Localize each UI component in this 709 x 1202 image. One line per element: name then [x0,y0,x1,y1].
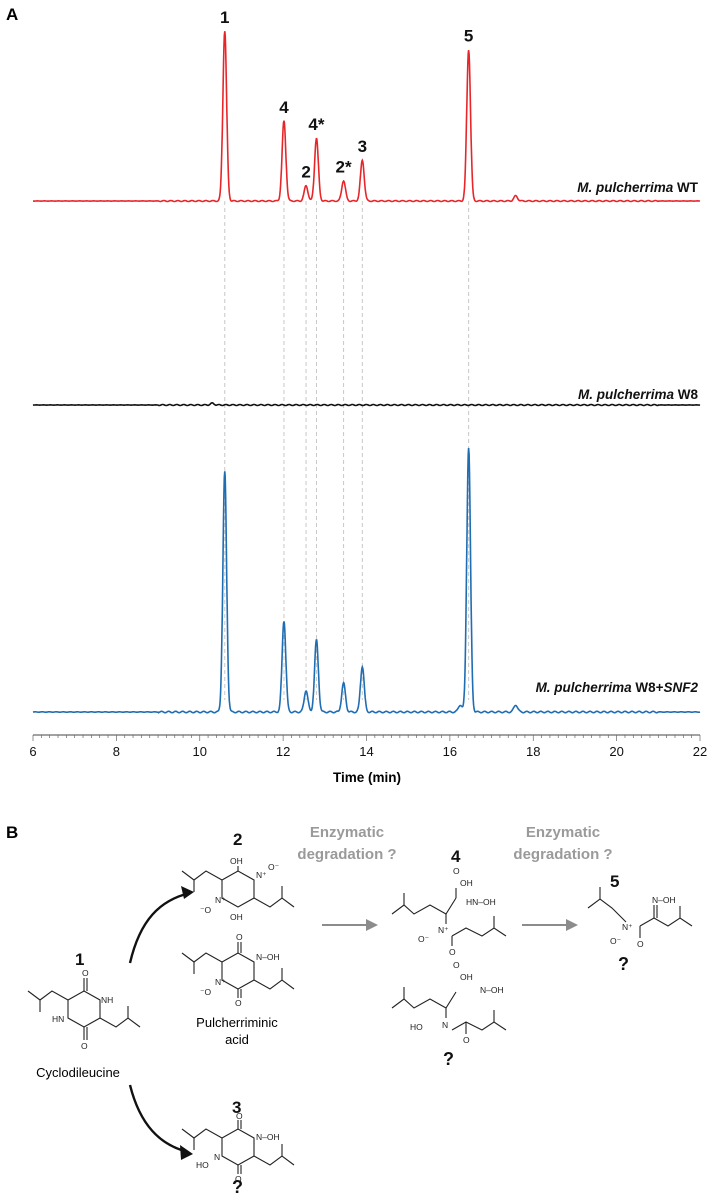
compound-4b-ho: HO [410,1022,423,1032]
x-tick-label: 22 [693,744,707,759]
compound-1-name: Cyclodileucine [36,1065,120,1080]
compound-4-o-bottom: O [449,947,456,957]
compound-2b-n-oh: N–OH [256,952,280,962]
compound-1-structure: 1 O O NH HN Cyclodileucine [27,950,141,1080]
compound-5-o-minus: O⁻ [610,936,622,946]
compound-4b-oh: OH [460,972,473,982]
x-tick-label: 12 [276,744,290,759]
arrow-2-to-4-head [366,919,378,931]
x-axis: 6 8 10 12 14 16 18 20 22 [29,734,707,759]
compound-3-n-left: N [214,1152,220,1162]
chromatogram-traces [32,31,701,714]
trace-wt [33,31,701,203]
compound-1-hn: HN [52,1014,64,1024]
peak-label: 1 [220,8,229,27]
peak-label: 4* [308,115,324,134]
step-1-label-line1: Enzymatic [310,824,384,841]
arrow-4-to-5-head [566,919,578,931]
compound-2-oh-top: OH [230,856,243,866]
x-tick-label: 6 [29,744,36,759]
peak-alignment-lines [224,201,470,700]
series-label: M. pulcherrima W8+SNF2 [536,680,699,695]
compound-1-nh: NH [101,995,113,1005]
x-axis-title: Time (min) [333,770,401,785]
compound-3-number: 3 [232,1098,241,1117]
compound-4-unknown-mark: ? [443,1049,454,1069]
step-1-label-line2: degradation ? [297,846,396,863]
compound-4-structure: 4 O OH HN–OH N⁺ O⁻ O O OH N–OH HO N [391,847,507,1069]
arrow-1-to-3 [128,1084,189,1154]
compound-1-oxygen-top: O [82,968,89,978]
panel-a-label: A [6,5,18,24]
peak-label: 4 [279,98,289,117]
compound-4-o-minus: O⁻ [418,934,430,944]
compound-4b-n-oh: N–OH [480,985,504,995]
reaction-scheme: B 1 O O NH HN Cyclodileucine 2 OH [6,823,693,1197]
compound-2-oh-bottom: OH [230,912,243,922]
x-tick-label: 10 [193,744,207,759]
arrow-1-to-3-head [180,1145,193,1160]
x-tick-label: 20 [609,744,623,759]
compound-2-structure: 2 OH N⁺ O⁻ ⁻O N⁺ OH O N–OH N⁺ ⁻O O [181,830,295,1047]
compound-2b-n-plus: N⁺ [215,977,226,987]
compound-2b-oxygen-top: O [236,932,243,942]
compound-3-n-oh-right: N–OH [256,1132,280,1142]
series-label: M. pulcherrima W8 [578,387,699,402]
compound-2b-oxygen-bottom: O [235,998,242,1008]
x-tick-label: 18 [526,744,540,759]
compound-3-unknown-mark: ? [232,1177,243,1197]
compound-5-oxygen: O [637,939,644,949]
arrow-1-to-2-head [181,886,194,899]
compound-2-o-minus-top: O⁻ [268,862,280,872]
x-tick-label: 14 [359,744,373,759]
peak-label: 2 [301,163,310,182]
compound-2b-minus-o: ⁻O [200,987,211,997]
step-2-label-line2: degradation ? [513,846,612,863]
arrow-1-to-2 [128,891,191,964]
step-2-label-line1: Enzymatic [526,824,600,841]
compound-4-o-top: O [453,866,460,876]
compound-3-ho-left: HO [196,1160,209,1170]
peak-label: 2* [336,158,352,177]
compound-3-oxygen-bottom: O [235,1174,242,1184]
compound-5-number: 5 [610,872,619,891]
compound-5-n-plus: N⁺ [622,922,633,932]
compound-3-structure: 3 O N–OH HO N O ? [181,1098,295,1197]
compound-2-n-plus-top: N⁺ [256,870,267,880]
compound-1-number: 1 [75,950,84,969]
compound-5-structure: 5 N⁺ O⁻ N–OH O ? [587,872,693,974]
compound-4b-o-bottom: O [463,1035,470,1045]
peak-labels: 1 4 2 4* 2* 3 5 [220,8,473,182]
series-labels: M. pulcherrima WT M. pulcherrima W8 M. pul… [536,180,699,695]
compound-4b-o-top: O [453,960,460,970]
compound-4-n-plus: N⁺ [438,925,449,935]
compound-2-number: 2 [233,830,242,849]
compound-4-oh: OH [460,878,473,888]
series-label: M. pulcherrima WT [577,180,699,195]
compound-5-n-oh: N–OH [652,895,676,905]
peak-label: 3 [358,137,367,156]
trace-w8 [32,402,701,407]
compound-2-name-line1: Pulcherriminic [196,1015,278,1030]
chromatogram-panel: A 1 4 2 4* 2* 3 5 M. pulcherrima WT M. pulcherr… [6,5,707,785]
compound-5-unknown-mark: ? [618,954,629,974]
x-tick-label: 8 [113,744,120,759]
compound-4-number: 4 [451,847,461,866]
reaction-scheme-panel: B 1 O O NH HN Cyclodileucine 2 OH [0,800,709,1197]
x-tick-label: 16 [443,744,457,759]
compound-1-oxygen-bottom: O [81,1041,88,1051]
peak-label: 5 [464,27,473,46]
panel-b-label: B [6,823,18,842]
compound-2-n-plus-left: N⁺ [215,895,226,905]
trace-w8-snf2 [32,448,701,714]
compound-4b-n: N [442,1020,448,1030]
compound-2-minus-o-left: ⁻O [200,905,211,915]
compound-4-hn-oh: HN–OH [466,897,496,907]
compound-2-name-line2: acid [225,1032,249,1047]
compound-3-oxygen-top: O [236,1111,243,1121]
